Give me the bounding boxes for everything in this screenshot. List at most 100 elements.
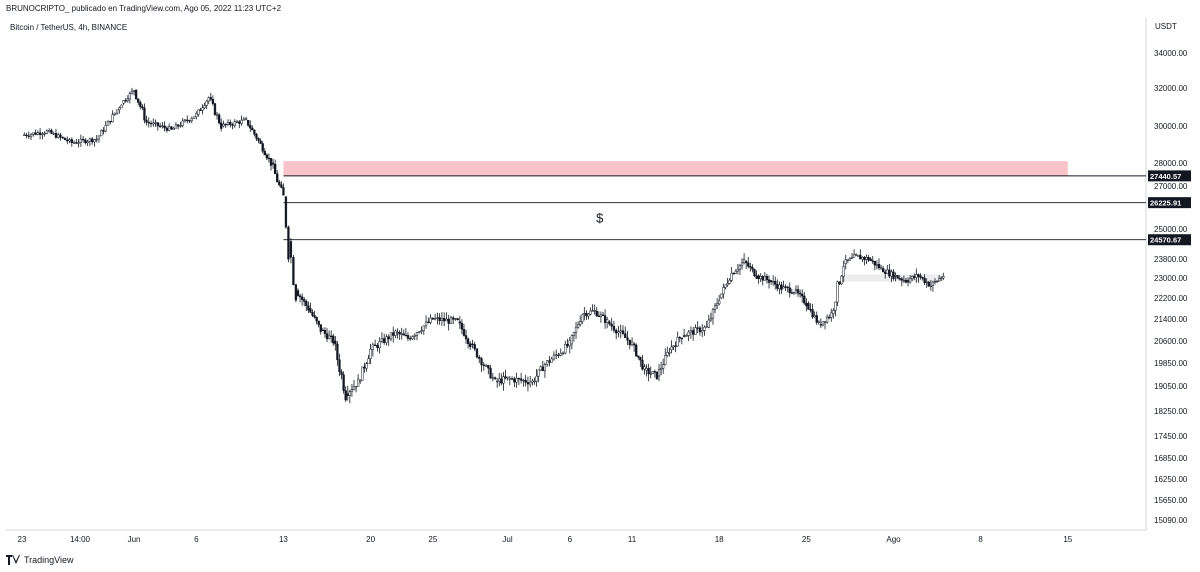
candle-body <box>568 340 571 347</box>
y-tick-label: 15090.00 <box>1154 516 1188 525</box>
candle-body <box>378 341 381 348</box>
candle-body <box>867 257 870 261</box>
candle-body <box>130 90 134 94</box>
candle-body <box>788 287 791 293</box>
candle-body <box>172 127 175 130</box>
y-tick-label: 22200.00 <box>1154 294 1188 303</box>
candle-body <box>776 284 779 289</box>
candle-body <box>363 366 366 369</box>
candle-body <box>190 118 193 121</box>
candle-body <box>365 363 368 369</box>
y-tick-label: 19850.00 <box>1154 359 1188 368</box>
candle-body <box>433 318 437 320</box>
candle-body <box>315 316 318 322</box>
candle-body <box>205 100 208 106</box>
candle-body <box>707 319 710 328</box>
candle-body <box>449 317 453 324</box>
candle-body <box>458 321 461 324</box>
candle-body <box>526 382 530 385</box>
candle-body <box>506 376 509 379</box>
candle-body <box>685 335 688 337</box>
candle-body <box>346 393 349 396</box>
candle-body <box>819 324 823 326</box>
candle-body <box>137 98 140 103</box>
candle-body <box>892 271 895 279</box>
y-tick-label: 19050.00 <box>1154 382 1188 391</box>
candle-body <box>873 260 876 266</box>
candle-body <box>763 275 767 281</box>
candle-body <box>896 275 899 279</box>
candle-body <box>242 118 245 121</box>
candle-body <box>908 278 912 283</box>
candle-body <box>595 310 598 317</box>
candle-body <box>557 354 560 356</box>
candle-body <box>229 122 232 125</box>
candle-body <box>734 270 737 274</box>
candle-body <box>641 359 644 370</box>
candle-body <box>564 344 567 354</box>
publisher-header: BRUNOCRIPTO_ publicado en TradingView.co… <box>6 4 282 13</box>
candle-body <box>460 322 464 330</box>
candle-body <box>894 275 897 277</box>
candle-body <box>120 104 123 109</box>
candle-body <box>309 308 312 313</box>
candle-body <box>413 335 416 337</box>
candle-body <box>224 123 227 126</box>
candle-body <box>767 279 771 283</box>
candle-body <box>86 141 89 144</box>
candle-body <box>475 348 479 358</box>
candle-body <box>670 346 673 351</box>
candle-body <box>848 258 852 261</box>
candle-body <box>50 130 53 134</box>
candle-body <box>147 121 150 124</box>
candle-body <box>292 257 295 286</box>
candle-body <box>579 321 582 326</box>
candle-body <box>647 367 650 375</box>
candle-body <box>732 273 735 275</box>
y-tick-label: 28000.00 <box>1154 159 1188 168</box>
candle-body <box>195 113 198 118</box>
candle-body <box>840 275 843 285</box>
candle-body <box>935 280 939 283</box>
candle-body <box>940 277 943 279</box>
candle-body <box>493 377 497 379</box>
candle-body <box>668 352 671 354</box>
candle-body <box>925 281 928 284</box>
candle-body <box>615 329 618 334</box>
candle-body <box>385 336 388 343</box>
candle-body <box>220 122 223 129</box>
candle-body <box>672 345 675 348</box>
candle-body <box>409 338 412 340</box>
x-tick-label: 15 <box>1063 535 1072 544</box>
candle-body <box>585 312 588 317</box>
candle-body <box>649 373 652 375</box>
candle-body <box>122 100 125 104</box>
candle-body <box>515 378 518 383</box>
candle-body <box>900 278 903 281</box>
candle-body <box>696 327 699 329</box>
candle-body <box>836 281 839 303</box>
candle-body <box>201 107 204 111</box>
candle-body <box>307 305 310 311</box>
candle-body <box>402 333 405 336</box>
currency-label: USDT <box>1155 22 1177 31</box>
candle-body <box>165 127 169 131</box>
candle-body <box>192 116 196 119</box>
candle-body <box>591 310 594 312</box>
y-tick-label: 27000.00 <box>1154 182 1188 191</box>
candle-body <box>325 333 329 340</box>
candle-body <box>680 337 684 340</box>
candle-body <box>226 122 230 125</box>
candle-body <box>257 138 260 141</box>
candle-body <box>703 326 706 331</box>
x-tick-label: Jul <box>502 535 512 544</box>
candle-body <box>709 317 713 321</box>
dollar-annotation: $ <box>596 211 604 226</box>
candle-body <box>865 257 868 260</box>
candle-body <box>807 303 810 310</box>
candle-body <box>287 226 290 260</box>
candle-body <box>249 124 252 129</box>
candle-body <box>418 331 421 333</box>
footer-brand[interactable]: TradingView <box>6 555 74 565</box>
